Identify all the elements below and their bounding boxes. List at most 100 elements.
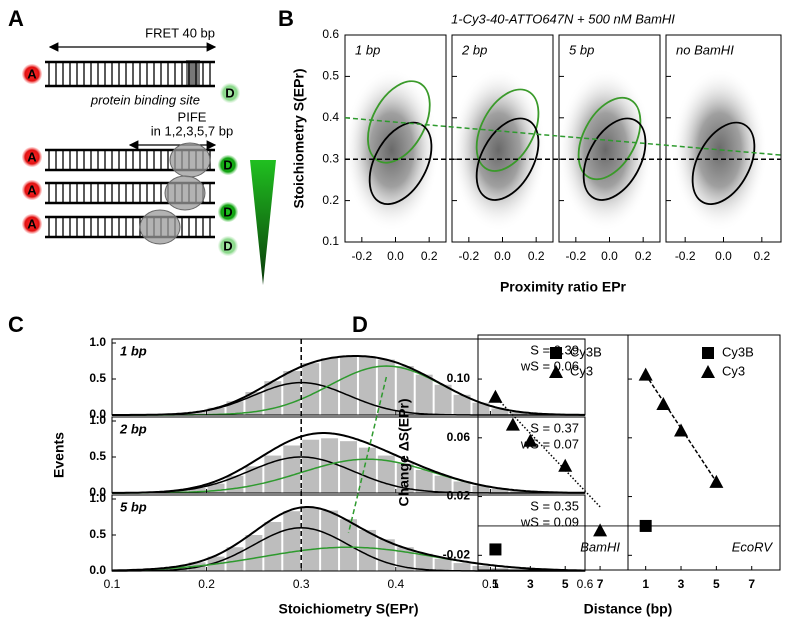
x-tick-label: -0.2 bbox=[458, 249, 479, 263]
y-tick-label: 0.0 bbox=[89, 485, 106, 499]
marker bbox=[709, 474, 724, 488]
histogram-bar bbox=[491, 488, 509, 493]
y-axis-label: Change ΔS(EPr) bbox=[396, 398, 412, 506]
histogram-bar bbox=[358, 447, 376, 493]
panel-name: 2 bp bbox=[461, 42, 487, 57]
histogram-bar bbox=[245, 535, 263, 571]
fit-ellipse bbox=[691, 121, 756, 205]
annotation: wS = 0.07 bbox=[520, 436, 579, 451]
y-axis-label: Events bbox=[51, 432, 67, 478]
dye bbox=[218, 155, 238, 175]
histogram-bar bbox=[396, 463, 414, 493]
x-tick-label: 1 bbox=[492, 577, 499, 591]
fit-curve-total bbox=[111, 506, 585, 572]
y-tick-label: 1.0 bbox=[89, 413, 106, 427]
dye bbox=[218, 202, 238, 222]
annotation: S = 0.35 bbox=[530, 498, 579, 513]
histogram-bar bbox=[377, 359, 395, 415]
histogram-bar bbox=[472, 402, 490, 415]
y-tick-label: 0.3 bbox=[322, 151, 339, 165]
y-tick-label: 0.5 bbox=[89, 449, 106, 463]
histogram-bar bbox=[283, 511, 301, 571]
x-tick-label: 0.2 bbox=[198, 577, 215, 591]
panel-label: B bbox=[278, 6, 294, 31]
x-tick-label: 0.6 bbox=[577, 577, 594, 591]
x-axis-label: Proximity ratio EPr bbox=[500, 279, 627, 295]
histogram-bar bbox=[453, 563, 471, 571]
x-tick-label: -0.2 bbox=[351, 249, 372, 263]
plot-frame bbox=[111, 416, 586, 494]
histogram-bar bbox=[340, 356, 357, 415]
histogram-bar bbox=[188, 487, 206, 493]
trend-line bbox=[347, 376, 388, 534]
histogram-bar bbox=[510, 490, 528, 493]
histogram-bar bbox=[207, 407, 225, 415]
panel-name: BamHI bbox=[580, 539, 620, 554]
density-cloud bbox=[450, 68, 547, 232]
y-tick-label: 0.2 bbox=[322, 193, 339, 207]
trend-line bbox=[344, 117, 782, 156]
density-cloud bbox=[671, 68, 768, 232]
x-axis-label: Stoichiometry S(EPr) bbox=[278, 601, 418, 617]
y-tick-label: 1.0 bbox=[89, 335, 106, 349]
fit-ellipse bbox=[475, 117, 540, 201]
y-tick-label: 0.1 bbox=[322, 234, 339, 248]
fit-ellipse bbox=[577, 96, 642, 181]
marker bbox=[489, 543, 502, 556]
dye-label: A bbox=[27, 149, 37, 164]
y-tick-label: 0.10 bbox=[447, 371, 471, 385]
x-axis-label: Distance (bp) bbox=[584, 601, 673, 617]
marker bbox=[593, 523, 608, 537]
y-tick-label: 0.5 bbox=[322, 69, 339, 83]
marker bbox=[656, 397, 671, 411]
marker bbox=[523, 433, 538, 447]
panel-label: A bbox=[8, 6, 24, 31]
protein bbox=[169, 142, 211, 178]
diagram: FRET 40 bp protein binding site PIFE in … bbox=[22, 25, 276, 285]
histogram-bar bbox=[283, 445, 301, 493]
histogram-bar bbox=[245, 466, 263, 493]
x-tick-label: 1 bbox=[642, 577, 649, 591]
y-tick-label: 0.5 bbox=[89, 527, 106, 541]
panel-name: 1 bp bbox=[120, 343, 147, 358]
histogram-bar bbox=[358, 529, 376, 571]
fit-line bbox=[494, 396, 601, 508]
panel-name: no BamHI bbox=[676, 42, 734, 57]
marker bbox=[638, 367, 653, 381]
dye-label: A bbox=[27, 66, 37, 81]
y-tick-label: 1.0 bbox=[89, 491, 106, 505]
x-tick-label: 0.0 bbox=[601, 249, 618, 263]
plot-frame bbox=[111, 338, 586, 416]
dye bbox=[22, 147, 42, 167]
histogram-bar bbox=[358, 356, 376, 415]
marker bbox=[505, 417, 520, 431]
dye bbox=[220, 83, 240, 103]
histogram-bar bbox=[188, 412, 206, 415]
x-tick-label: 7 bbox=[597, 577, 604, 591]
panel-name: 2 bp bbox=[119, 421, 147, 436]
fit-curve-total bbox=[112, 432, 585, 494]
dye bbox=[218, 236, 238, 256]
x-tick-label: 0.3 bbox=[293, 577, 310, 591]
y-tick-label: 0.02 bbox=[447, 489, 471, 503]
fit-curve-total bbox=[112, 355, 585, 416]
density-cloud bbox=[343, 68, 440, 232]
x-tick-label: 0.2 bbox=[528, 249, 545, 263]
histogram-bar bbox=[472, 485, 490, 493]
x-tick-label: 5 bbox=[713, 577, 720, 591]
histogram-bar bbox=[302, 507, 320, 571]
histogram-bar bbox=[302, 439, 320, 493]
y-tick-label: 0.6 bbox=[322, 27, 339, 41]
histogram-bar bbox=[472, 565, 490, 571]
histogram-bar bbox=[226, 547, 244, 571]
histogram-bar bbox=[302, 363, 320, 415]
legend-label: Cy3B bbox=[722, 344, 754, 359]
panel-name: 1 bp bbox=[355, 42, 380, 57]
x-tick-label: 3 bbox=[527, 577, 534, 591]
dye-label: D bbox=[223, 204, 232, 219]
y-axis-label: Stoichiometry S(EPr) bbox=[291, 68, 307, 208]
x-tick-label: 0.2 bbox=[421, 249, 438, 263]
histogram-bar bbox=[340, 441, 357, 493]
histogram-bar bbox=[264, 522, 282, 571]
pife-label: PIFE bbox=[178, 109, 207, 124]
